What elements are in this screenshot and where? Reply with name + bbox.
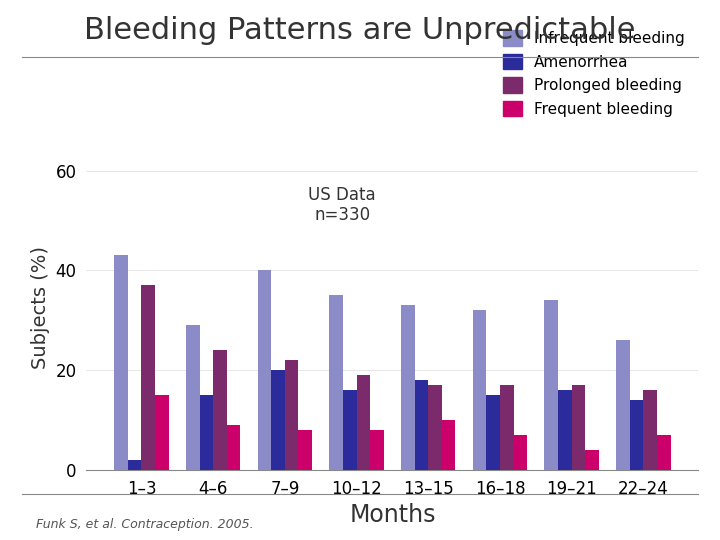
Bar [558, 390, 572, 470]
Bar [442, 420, 456, 470]
Bar [486, 395, 500, 470]
Text: Bleeding Patterns are Unpredictable: Bleeding Patterns are Unpredictable [84, 16, 636, 45]
Bar [544, 300, 558, 470]
Bar [585, 450, 599, 470]
X-axis label: Months: Months [349, 503, 436, 527]
Bar [199, 395, 213, 470]
Bar [401, 305, 415, 470]
Bar [572, 385, 585, 470]
Bar [473, 310, 486, 470]
Bar [415, 380, 428, 470]
Bar [299, 430, 312, 470]
Bar [114, 255, 128, 470]
Bar [356, 375, 370, 470]
Bar [271, 370, 285, 470]
Bar [343, 390, 356, 470]
Bar [644, 390, 657, 470]
Bar [513, 435, 527, 470]
Bar [630, 400, 644, 470]
Y-axis label: Subjects (%): Subjects (%) [31, 246, 50, 369]
Bar [141, 285, 155, 470]
Bar [616, 340, 630, 470]
Legend: Infrequent bleeding, Amenorrhea, Prolonged bleeding, Frequent bleeding: Infrequent bleeding, Amenorrhea, Prolong… [498, 24, 690, 123]
Bar [657, 435, 670, 470]
Bar [186, 325, 199, 470]
Bar [213, 350, 227, 470]
Bar [258, 271, 271, 470]
Bar [370, 430, 384, 470]
Bar [428, 385, 442, 470]
Bar [128, 460, 141, 470]
Bar [329, 295, 343, 470]
Bar [227, 425, 240, 470]
Text: US Data
n=330: US Data n=330 [308, 186, 376, 225]
Bar [285, 360, 299, 470]
Bar [155, 395, 168, 470]
Text: Funk S, et al. Contraception. 2005.: Funk S, et al. Contraception. 2005. [36, 518, 253, 531]
Bar [500, 385, 513, 470]
